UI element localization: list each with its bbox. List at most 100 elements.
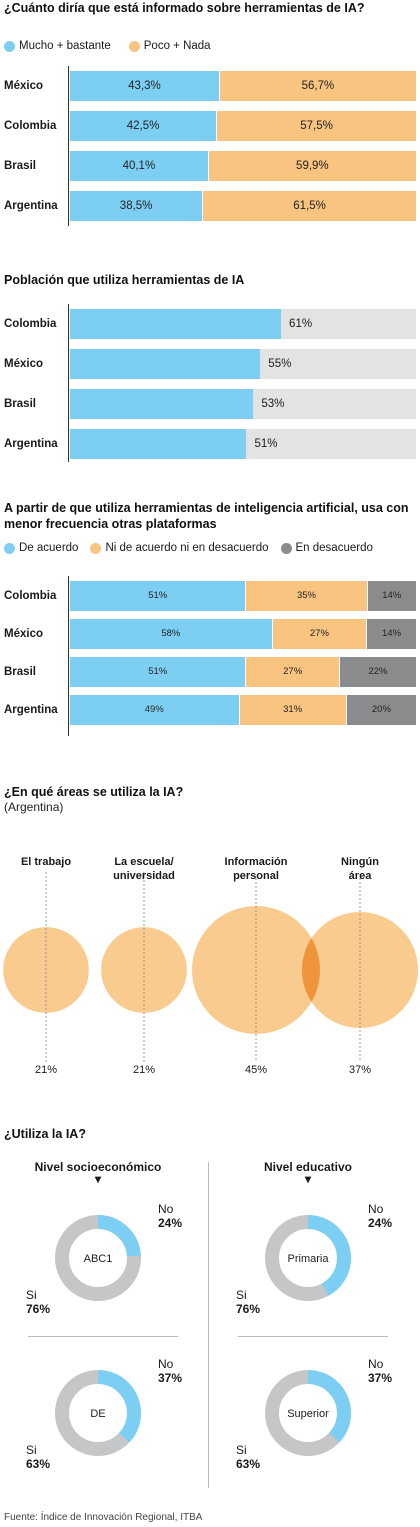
bar-value-label: 51% [254,438,278,450]
legend-label-uninformed: Poco + Nada [143,40,211,52]
bar-row-mexico: México 43,3% 56,7% [0,71,420,101]
bar-category-label: Argentina [4,200,58,212]
bar-segment-en-desacuerdo: 14% [367,581,416,611]
bar-segment-poco-nada: 57,5% [217,111,416,141]
source-note: Fuente: Índice de Innovación Regional, I… [4,1512,203,1523]
donut-divider-left [28,1336,178,1337]
bar-segment-mucho-bastante: 38,5% [70,191,203,221]
donut-no-label: No 24% [368,1202,392,1230]
bar-category-label: México [4,80,43,92]
bubble-category-label: Información personal [224,856,288,882]
bar-category-label: Brasil [4,666,36,678]
bar-row-argentina: Argentina 49% 31% 20% [0,695,420,725]
donut-si-label: Si 63% [236,1443,260,1471]
donut-center-label: Superior [287,1408,329,1420]
bubble-category-label: Ningún área [341,856,379,882]
chart2-title: Población que utiliza herramientas de IA [4,273,245,287]
bar-category-label: Colombia [4,318,57,330]
donut-si-value: 76% [26,1302,51,1316]
donut-no-value: 37% [368,1371,393,1385]
bar-segment-value [70,429,247,459]
bar-category-label: Brasil [4,398,36,410]
bar-segment-ni-de-acuerdo-ni-en-desacuerdo: 27% [246,657,339,687]
legend-dot-uninformed [128,40,140,52]
legend-dot-agree [4,542,15,554]
bar-row-mexico: México 58% 27% 14% [0,619,420,649]
bar-row-brasil: Brasil 53% [0,389,420,419]
bubble-svg [3,872,419,1062]
chevron-down-icon: ▾ [304,1172,312,1186]
chart1-legend: Mucho + bastante Poco + Nada [4,40,211,52]
donut-si-value: 63% [236,1457,261,1471]
legend-label-neutral: Ni de acuerdo ni en desacuerdo [105,542,269,554]
bar-segment-value [70,349,261,379]
bar-segment-de-acuerdo: 51% [70,657,246,687]
bar-row-brasil: Brasil 40,1% 59,9% [0,151,420,181]
bar-axis [68,304,69,462]
donut-slice-no [265,1215,351,1301]
donut-abc1: ABC1 [55,1215,141,1301]
donut-group-heading: Nivel educativo [263,1160,353,1174]
donut-center-label: DE [90,1408,105,1420]
legend-label-disagree: En desacuerdo [295,542,373,554]
donut-no-value: 24% [158,1216,183,1230]
legend-dot-neutral [90,542,102,554]
bar-value-label: 61% [289,318,313,330]
bar-row-argentina: Argentina 38,5% 61,5% [0,191,420,221]
legend-item-disagree: En desacuerdo [280,542,373,554]
chart5-title: ¿Utiliza la IA? [4,1127,86,1141]
donut-no-label: No 37% [158,1357,182,1385]
bubble-category-label: El trabajo [20,856,72,868]
bar-segment-de-acuerdo: 51% [70,581,246,611]
donut-no-label: No 37% [368,1357,392,1385]
bar-segment-ni-de-acuerdo-ni-en-desacuerdo: 35% [246,581,367,611]
bar-row-argentina: Argentina 51% [0,429,420,459]
bubble-value-label: 45% [244,1064,268,1076]
donut-si-text: Si [236,1288,247,1302]
bar-value-label: 53% [261,398,285,410]
bar-category-label: México [4,628,43,640]
bar-category-label: México [4,358,43,370]
donut-divider-vertical [208,1162,209,1488]
donut-si-label: Si 63% [26,1443,50,1471]
chart1-plot: México 43,3% 56,7% Colombia 42,5% 57,5% Brasil… [0,66,420,226]
legend-dot-informed [4,40,15,52]
donut-si-label: Si 76% [26,1288,50,1316]
bar-category-label: Argentina [4,704,58,716]
bar-value-label: 55% [268,358,292,370]
bar-segment-ni-de-acuerdo-ni-en-desacuerdo: 31% [239,695,346,725]
donut-no-text: No [368,1202,384,1216]
bar-segment-value [70,389,254,419]
donut-no-text: No [368,1357,384,1371]
chart3-title: A partir de que utiliza herramientas de … [4,501,409,531]
legend-label-agree: De acuerdo [19,542,79,554]
bar-segment-en-desacuerdo: 20% [346,695,416,725]
bar-row-colombia: Colombia 61% [0,309,420,339]
bar-segment-poco-nada: 59,9% [208,151,416,181]
donut-de: DE [55,1370,141,1456]
donut-si-text: Si [26,1443,37,1457]
bar-row-mexico: México 55% [0,349,420,379]
bar-segment-mucho-bastante: 40,1% [70,151,208,181]
legend-label-informed: Mucho + bastante [19,40,111,52]
bar-segment-mucho-bastante: 43,3% [70,71,219,101]
bar-category-label: Colombia [4,120,57,132]
donut-no-text: No [158,1202,174,1216]
bubble-value-label: 37% [348,1064,372,1076]
donut-slice-no [265,1370,351,1456]
bar-category-label: Argentina [4,438,58,450]
legend-item-neutral: Ni de acuerdo ni en desacuerdo [90,542,269,554]
donut-si-text: Si [26,1288,37,1302]
donut-divider-right [238,1336,388,1337]
bar-axis [68,66,69,226]
legend-item-uninformed: Poco + Nada [128,40,211,52]
donut-primaria: Primaria [265,1215,351,1301]
donut-slice-no [55,1215,141,1301]
donut-center-label: ABC1 [84,1253,113,1265]
bar-row-colombia: Colombia 42,5% 57,5% [0,111,420,141]
bar-row-brasil: Brasil 51% 27% 22% [0,657,420,687]
bar-segment-poco-nada: 56,7% [219,71,416,101]
donut-slice-no [55,1370,141,1456]
chart1-title: ¿Cuánto diría que está informado sobre h… [4,1,365,15]
donut-no-label: No 24% [158,1202,182,1230]
